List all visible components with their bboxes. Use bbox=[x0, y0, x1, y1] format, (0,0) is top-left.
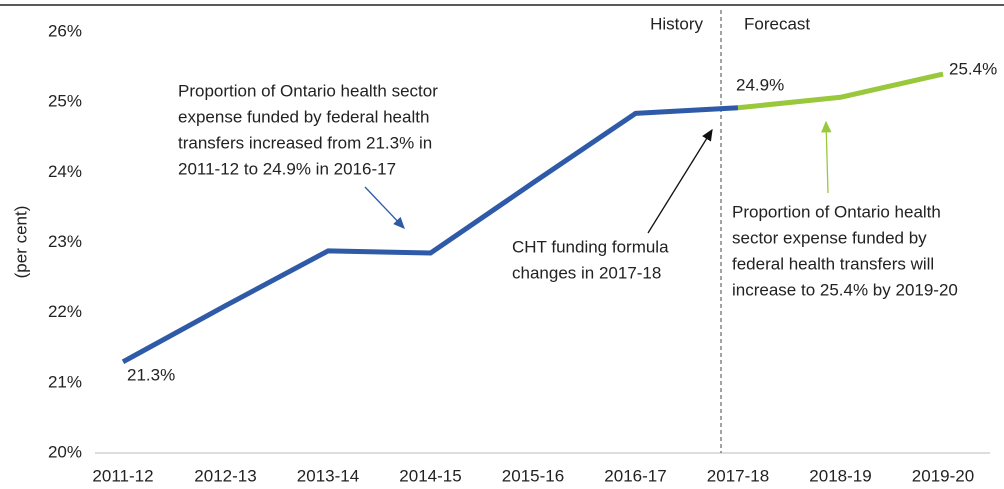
annotation: 2011-12 to 24.9% in 2016-17 bbox=[178, 159, 396, 178]
y-axis-label: (per cent) bbox=[11, 206, 30, 279]
data-line bbox=[121, 105, 739, 364]
annotation: Proportion of Ontario health bbox=[732, 202, 941, 221]
data-label: 21.3% bbox=[127, 365, 175, 384]
annotation: Proportion of Ontario health sector bbox=[178, 81, 438, 100]
x-tick-label: 2016-17 bbox=[604, 466, 666, 485]
x-tick-label: 2011-12 bbox=[92, 466, 153, 485]
annotation: expense funded by federal health bbox=[178, 107, 429, 126]
annotation: federal health transfers will bbox=[732, 254, 934, 273]
annotation: CHT funding formula bbox=[512, 237, 669, 256]
data-label: 24.9% bbox=[736, 75, 784, 94]
y-tick-label: 21% bbox=[48, 372, 82, 391]
x-tick-label: 2017-18 bbox=[707, 466, 769, 485]
annotation: sector expense funded by bbox=[732, 228, 927, 247]
annotation: changes in 2017-18 bbox=[512, 263, 661, 282]
y-tick-label: 25% bbox=[48, 92, 82, 111]
x-tick-label: 2015-16 bbox=[502, 466, 564, 485]
legend-label: History bbox=[650, 14, 703, 33]
annotation: transfers increased from 21.3% in bbox=[178, 133, 432, 152]
arrow bbox=[647, 128, 713, 234]
x-tick-label: 2019-20 bbox=[912, 466, 974, 485]
x-tick-label: 2018-19 bbox=[809, 466, 871, 485]
y-tick-label: 23% bbox=[48, 232, 82, 251]
y-tick-label: 26% bbox=[48, 21, 82, 40]
legend-label: Forecast bbox=[744, 14, 810, 33]
y-tick-label: 24% bbox=[48, 162, 82, 181]
arrow bbox=[364, 186, 405, 229]
x-tick-label: 2012-13 bbox=[194, 466, 256, 485]
y-tick-label: 20% bbox=[48, 442, 82, 461]
annotation: increase to 25.4% by 2019-20 bbox=[732, 280, 958, 299]
data-line bbox=[737, 71, 944, 111]
arrow bbox=[821, 120, 832, 194]
data-label: 25.4% bbox=[949, 60, 997, 79]
x-tick-label: 2013-14 bbox=[297, 466, 359, 485]
y-tick-label: 22% bbox=[48, 302, 82, 321]
x-tick-label: 2014-15 bbox=[399, 466, 461, 485]
